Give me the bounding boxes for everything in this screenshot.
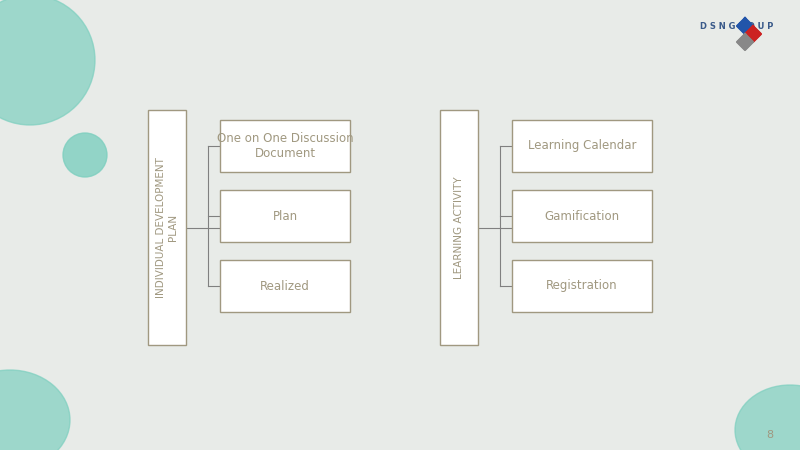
Text: INDIVIDUAL DEVELOPMENT
PLAN: INDIVIDUAL DEVELOPMENT PLAN — [156, 157, 178, 298]
Text: Learning Calendar: Learning Calendar — [528, 140, 636, 153]
FancyBboxPatch shape — [148, 110, 186, 345]
FancyBboxPatch shape — [512, 260, 652, 312]
Ellipse shape — [0, 370, 70, 450]
FancyBboxPatch shape — [440, 110, 478, 345]
FancyBboxPatch shape — [220, 190, 350, 242]
Text: Plan: Plan — [273, 210, 298, 222]
Text: Registration: Registration — [546, 279, 618, 292]
FancyBboxPatch shape — [220, 260, 350, 312]
Polygon shape — [745, 26, 761, 42]
Text: One on One Discussion
Document: One on One Discussion Document — [217, 132, 354, 160]
Ellipse shape — [735, 385, 800, 450]
Text: D S N G R O U P: D S N G R O U P — [700, 22, 774, 31]
FancyBboxPatch shape — [512, 120, 652, 172]
Ellipse shape — [0, 0, 95, 125]
Text: 8: 8 — [766, 430, 774, 440]
Circle shape — [63, 133, 107, 177]
Text: LEARNING ACTIVITY: LEARNING ACTIVITY — [454, 176, 464, 279]
FancyBboxPatch shape — [512, 190, 652, 242]
FancyBboxPatch shape — [220, 120, 350, 172]
Text: Realized: Realized — [260, 279, 310, 292]
Polygon shape — [737, 18, 753, 34]
Text: Gamification: Gamification — [545, 210, 619, 222]
Polygon shape — [737, 34, 753, 50]
